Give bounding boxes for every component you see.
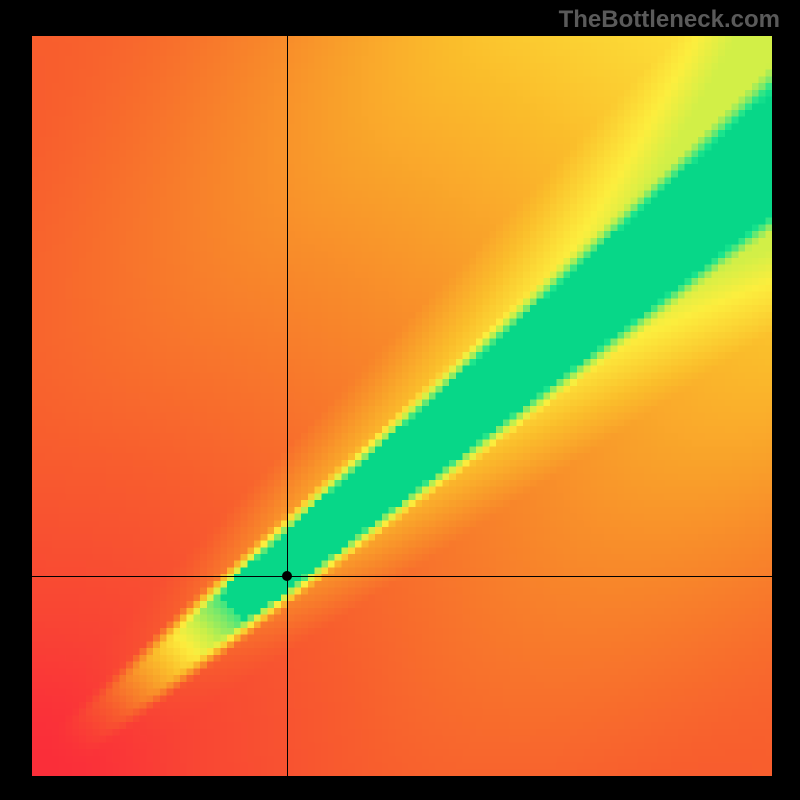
heatmap-canvas xyxy=(32,36,772,776)
heatmap-plot-area xyxy=(32,36,772,776)
crosshair-horizontal-line xyxy=(32,576,772,577)
heatmap-canvas-wrap xyxy=(32,36,772,776)
selection-marker-dot xyxy=(282,571,292,581)
watermark-text: TheBottleneck.com xyxy=(559,6,780,34)
crosshair-vertical-line xyxy=(287,36,288,776)
